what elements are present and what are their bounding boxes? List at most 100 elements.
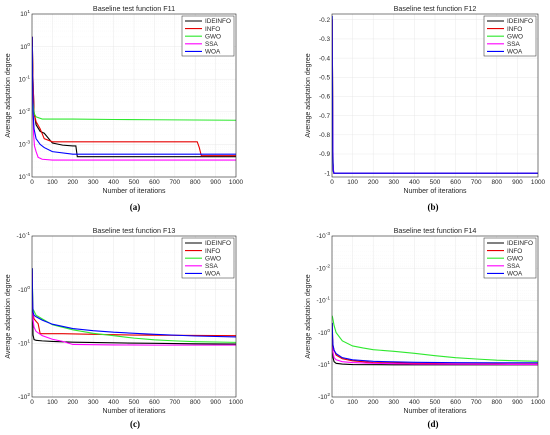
y-tick-label: 10-3	[19, 140, 31, 149]
legend-label: INFO	[507, 26, 522, 33]
legend-label: IDEINFO	[205, 240, 231, 247]
y-tick-label: 101	[20, 9, 30, 18]
y-tick-label: -10-1	[16, 231, 30, 240]
y-tick-label: -0.9	[319, 151, 330, 158]
x-tick-label: 900	[210, 399, 221, 406]
x-tick-label: 300	[88, 179, 99, 186]
legend-label: GWO	[507, 33, 523, 40]
y-tick-label: -0.4	[319, 55, 330, 62]
x-tick-label: 600	[450, 399, 461, 406]
panel-caption: (c)	[130, 419, 140, 429]
y-tick-label: -101	[18, 339, 30, 348]
series-line-woa	[32, 36, 236, 155]
x-tick-label: 100	[47, 399, 58, 406]
y-tick-label: -0.2	[319, 17, 330, 24]
series-line-ideinfo	[32, 268, 236, 345]
legend-label: INFO	[205, 26, 220, 33]
y-tick-label: 10-1	[19, 74, 31, 83]
y-tick-label: 10-4	[19, 172, 31, 181]
legend-label: IDEINFO	[205, 18, 231, 25]
series-line-gwo	[332, 315, 538, 362]
x-tick-label: 200	[368, 179, 379, 186]
x-axis-label: Number of iterations	[102, 408, 166, 415]
x-tick-label: 0	[330, 179, 334, 186]
legend-label: SSA	[507, 263, 521, 270]
x-axis-label: Number of iterations	[403, 188, 467, 195]
legend-label: WOA	[205, 49, 221, 56]
x-tick-label: 1000	[531, 399, 546, 406]
x-tick-label: 900	[512, 399, 523, 406]
y-tick-label: -100	[318, 328, 330, 337]
x-axis-label: Number of iterations	[403, 408, 467, 415]
x-tick-label: 500	[430, 399, 441, 406]
x-tick-label: 700	[169, 399, 180, 406]
x-tick-label: 500	[129, 399, 140, 406]
panel-title: Baseline test function F14	[394, 226, 477, 235]
x-tick-label: 100	[347, 179, 358, 186]
legend-label: WOA	[507, 49, 523, 56]
panel-title: Baseline test function F11	[93, 4, 175, 13]
chart-panel-c: 0 100 200 300 400 500 600 700 800 900 1000 -10-1 -10…	[5, 226, 244, 429]
legend-label: GWO	[507, 255, 523, 262]
axes-box	[31, 235, 237, 398]
series-line-info	[32, 36, 236, 157]
axes-box	[331, 13, 539, 178]
x-tick-label: 0	[330, 399, 334, 406]
x-tick-label: 600	[450, 179, 461, 186]
x-tick-label: 700	[471, 399, 482, 406]
y-axis-label: Average adaptation degree	[305, 274, 312, 358]
y-tick-label: -102	[318, 392, 330, 401]
legend-label: WOA	[205, 271, 221, 278]
x-tick-label: 100	[47, 179, 58, 186]
y-tick-label: -101	[318, 360, 330, 369]
x-tick-label: 600	[149, 399, 160, 406]
x-tick-label: 200	[67, 179, 78, 186]
chart-panel-a: 0 100 200 300 400 500 600 700 800 900 1000 10-4 10-3…	[5, 4, 244, 212]
legend-label: SSA	[205, 41, 219, 48]
y-tick-label: 10-2	[19, 107, 31, 116]
y-tick-label: -0.8	[319, 132, 330, 139]
x-tick-label: 700	[169, 179, 180, 186]
legend-label: INFO	[205, 248, 220, 255]
axes-box	[331, 235, 539, 398]
x-tick-label: 400	[108, 179, 119, 186]
y-tick-label: -0.3	[319, 36, 330, 43]
y-tick-label: -10-2	[316, 263, 330, 272]
y-tick-label: -0.6	[319, 94, 330, 101]
x-tick-label: 500	[430, 179, 441, 186]
y-axis-label: Average adaptation degree	[5, 274, 12, 358]
y-tick-label: -102	[18, 392, 30, 401]
legend-label: SSA	[205, 263, 219, 270]
x-tick-label: 300	[388, 399, 399, 406]
x-tick-label: 1000	[229, 179, 244, 186]
x-tick-label: 300	[388, 179, 399, 186]
legend-label: IDEINFO	[507, 18, 533, 25]
legend-label: SSA	[507, 41, 521, 48]
panel-title: Baseline test function F12	[394, 4, 477, 13]
panel-caption: (d)	[428, 419, 439, 429]
x-tick-label: 200	[67, 399, 78, 406]
x-tick-label: 1000	[229, 399, 244, 406]
panel-caption: (b)	[428, 202, 439, 212]
x-tick-label: 300	[88, 399, 99, 406]
series-line-woa	[332, 15, 538, 174]
x-tick-label: 600	[149, 179, 160, 186]
x-tick-label: 200	[368, 399, 379, 406]
y-axis-label: Average adaptation degree	[5, 53, 12, 137]
series-line-woa	[332, 322, 538, 364]
series-line-woa	[32, 268, 236, 338]
x-tick-label: 700	[471, 179, 482, 186]
x-tick-label: 100	[347, 399, 358, 406]
x-tick-label: 800	[491, 179, 502, 186]
axes-box	[31, 13, 237, 178]
x-tick-label: 900	[512, 179, 523, 186]
y-axis-label: Average adaptation degree	[305, 53, 312, 137]
y-tick-label: -100	[18, 285, 30, 294]
x-tick-label: 400	[409, 179, 420, 186]
y-tick-label: -0.5	[319, 74, 330, 81]
series-line-ssa	[332, 325, 538, 366]
